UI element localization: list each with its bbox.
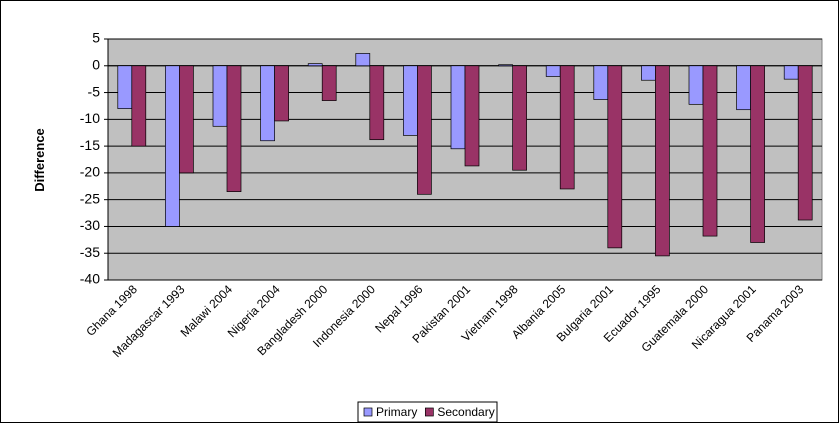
y-tick-label: -10 [80, 110, 100, 126]
y-tick-label: -35 [80, 244, 100, 260]
bar [736, 65, 751, 111]
y-tick-label: -20 [80, 164, 100, 180]
bar [655, 65, 670, 257]
y-tick-label: -30 [80, 217, 100, 233]
bar [783, 65, 799, 80]
bar [226, 65, 242, 192]
bar [417, 65, 432, 195]
legend-swatch [424, 407, 434, 417]
y-tick-label: -15 [80, 137, 100, 153]
bar [512, 65, 527, 171]
bar [545, 65, 561, 77]
bar [179, 65, 194, 174]
bar [702, 65, 718, 237]
bar [641, 65, 656, 81]
bar [321, 65, 337, 101]
bar [117, 65, 133, 109]
bar [165, 65, 180, 227]
y-tick-label: -25 [80, 190, 100, 206]
bar [450, 65, 466, 150]
bar [750, 65, 765, 243]
y-axis-label: Difference [32, 128, 47, 192]
bar [274, 65, 289, 122]
bar [498, 64, 513, 67]
bar [464, 65, 480, 167]
bar [797, 65, 813, 221]
bar [403, 65, 418, 136]
bar [593, 65, 609, 100]
bar [307, 63, 323, 67]
legend-label: Primary [376, 405, 417, 419]
bar [688, 65, 704, 105]
y-tick-label: -40 [80, 271, 100, 287]
bar [131, 65, 147, 147]
bar [369, 65, 385, 141]
y-tick-label: 5 [92, 30, 100, 46]
bar [260, 65, 275, 142]
bar [355, 53, 371, 67]
legend-swatch [363, 407, 373, 417]
bar [559, 65, 575, 190]
bar [607, 65, 623, 249]
bar [212, 65, 228, 127]
legend-label: Secondary [437, 405, 494, 419]
y-tick-label: -5 [88, 83, 101, 99]
y-tick-label: 0 [92, 56, 100, 72]
